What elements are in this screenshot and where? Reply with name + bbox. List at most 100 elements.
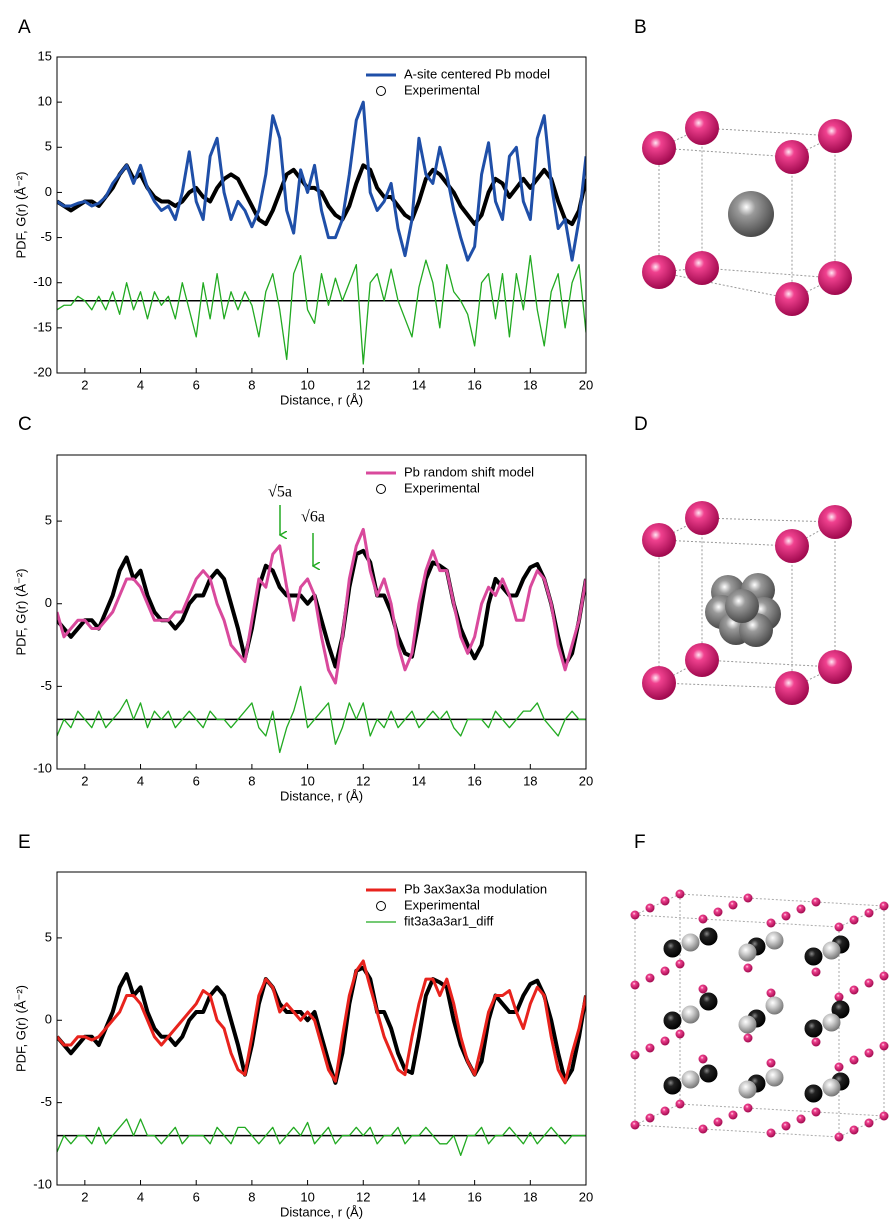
x-tick-label: 10 xyxy=(300,377,314,392)
y-tick-label: -10 xyxy=(33,760,52,775)
panel-label: C xyxy=(18,414,32,435)
y-tick-label: 5 xyxy=(45,513,52,528)
y-tick-label: 0 xyxy=(45,1012,52,1027)
atom-o xyxy=(631,1051,640,1060)
atoms-d xyxy=(642,501,852,705)
legend-marker xyxy=(377,485,386,494)
x-tick-label: 20 xyxy=(579,773,593,788)
atom-o xyxy=(812,1108,821,1117)
y-axis-label: PDF, G(r) (Å⁻²) xyxy=(13,568,28,655)
series-line xyxy=(57,256,586,364)
atom-o xyxy=(646,1114,655,1123)
series-line xyxy=(57,102,586,260)
atom-o xyxy=(631,981,640,990)
x-tick-label: 12 xyxy=(356,773,370,788)
atom-o xyxy=(850,1056,859,1065)
legend-label: Pb random shift model xyxy=(404,464,534,479)
x-tick-label: 2 xyxy=(81,1189,88,1204)
atom-pb xyxy=(664,1012,682,1030)
atom-pb xyxy=(682,1006,700,1024)
y-tick-label: -20 xyxy=(33,364,52,379)
atom-o xyxy=(729,901,738,910)
plot-frame xyxy=(57,455,586,769)
atom-o xyxy=(744,964,753,973)
y-tick-label: -5 xyxy=(40,229,52,244)
legend-label: Experimental xyxy=(404,82,480,97)
x-tick-label: 8 xyxy=(248,377,255,392)
atom-o xyxy=(744,1104,753,1113)
x-tick-label: 12 xyxy=(356,1189,370,1204)
atom-o xyxy=(767,989,776,998)
atom-o xyxy=(714,908,723,917)
atom-o xyxy=(835,1133,844,1142)
atom-pb xyxy=(823,942,841,960)
atom-pb xyxy=(664,940,682,958)
y-axis-label: PDF, G(r) (Å⁻²) xyxy=(13,171,28,258)
atom-o xyxy=(699,985,708,994)
atom-pb xyxy=(739,1016,757,1034)
atom-o xyxy=(865,909,874,918)
atom-o xyxy=(782,1122,791,1131)
x-tick-label: 18 xyxy=(523,1189,537,1204)
atom-pb xyxy=(766,997,784,1015)
legend-label: fit3a3a3ar1_diff xyxy=(404,913,494,928)
series-line xyxy=(57,961,586,1083)
atom-o xyxy=(729,1111,738,1120)
x-tick-label: 4 xyxy=(137,773,144,788)
atom-o xyxy=(782,912,791,921)
atom-pb xyxy=(805,948,823,966)
atom-o xyxy=(812,898,821,907)
atom-o xyxy=(676,1100,685,1109)
x-tick-label: 18 xyxy=(523,773,537,788)
atom-o xyxy=(646,974,655,983)
atom-o xyxy=(676,1030,685,1039)
atom-pb xyxy=(805,1020,823,1038)
y-tick-label: -5 xyxy=(40,678,52,693)
atom-pb xyxy=(823,1079,841,1097)
atom-o xyxy=(835,1063,844,1072)
structure-f xyxy=(631,890,889,1142)
x-tick-label: 6 xyxy=(193,377,200,392)
series-line xyxy=(57,551,586,667)
atom-o xyxy=(661,1107,670,1116)
figure: B D F A-20-15-10-50510152468101214161820… xyxy=(0,0,892,1226)
atom-o xyxy=(744,1034,753,1043)
atom-o xyxy=(865,1119,874,1128)
x-tick-label: 2 xyxy=(81,773,88,788)
atom-o xyxy=(661,967,670,976)
y-tick-label: 5 xyxy=(45,929,52,944)
y-tick-label: 0 xyxy=(45,184,52,199)
y-axis-label: PDF, G(r) (Å⁻²) xyxy=(13,985,28,1072)
legend-label: A-site centered Pb model xyxy=(404,66,550,81)
atom-o xyxy=(865,1049,874,1058)
atom-o xyxy=(767,919,776,928)
y-tick-label: 0 xyxy=(45,595,52,610)
atom-o xyxy=(767,1129,776,1138)
atom-o xyxy=(835,923,844,932)
atom-o xyxy=(699,1055,708,1064)
x-tick-label: 8 xyxy=(248,1189,255,1204)
atom-o xyxy=(880,972,889,981)
atom-o xyxy=(835,993,844,1002)
atom-o xyxy=(880,1112,889,1121)
atom-pb xyxy=(739,1081,757,1099)
atom-pb xyxy=(739,944,757,962)
atom-o xyxy=(699,915,708,924)
atom-pb xyxy=(700,928,718,946)
legend-label: Experimental xyxy=(404,480,480,495)
atom-pb xyxy=(682,934,700,952)
y-tick-label: 5 xyxy=(45,139,52,154)
legend-marker xyxy=(377,902,386,911)
y-tick-label: -10 xyxy=(33,1176,52,1191)
legend-label: Pb 3ax3ax3a modulation xyxy=(404,881,547,896)
x-tick-label: 14 xyxy=(412,377,426,392)
y-tick-label: 15 xyxy=(38,48,52,63)
atom-o xyxy=(661,897,670,906)
atom-pb xyxy=(766,932,784,950)
atom-o xyxy=(714,1118,723,1127)
atom-pb xyxy=(766,1069,784,1087)
series-line xyxy=(57,529,586,683)
y-tick-label: -10 xyxy=(33,274,52,289)
atom-o xyxy=(880,902,889,911)
x-tick-label: 4 xyxy=(137,1189,144,1204)
